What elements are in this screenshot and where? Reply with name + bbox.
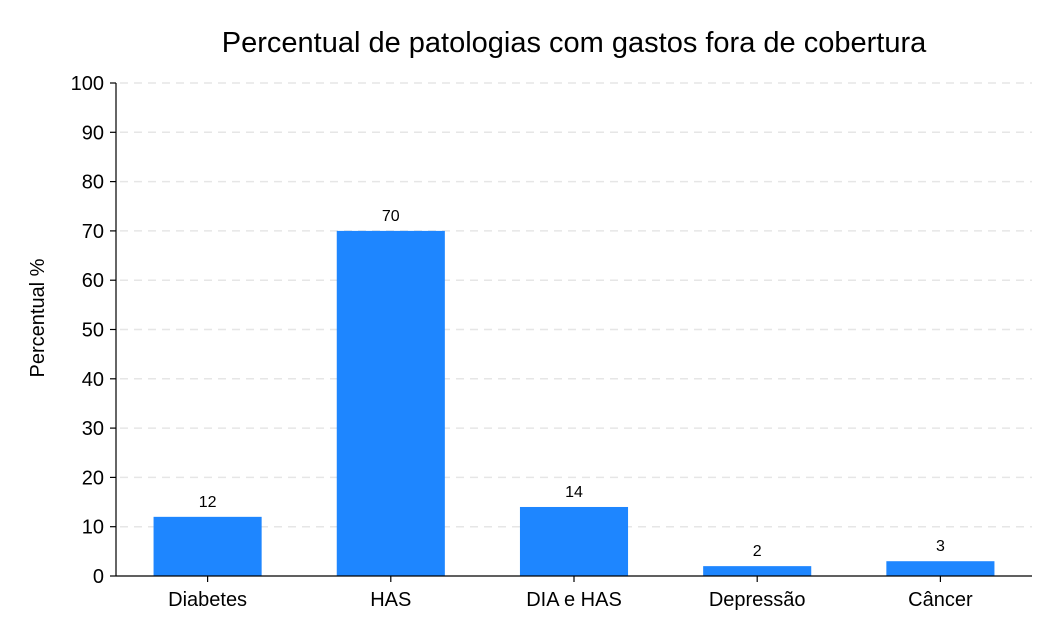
bar: [519, 506, 629, 576]
y-axis-label: Percentual %: [27, 258, 49, 377]
x-tick-label: DIA e HAS: [526, 589, 622, 611]
data-label: 70: [382, 208, 400, 225]
y-tick-label: 60: [82, 270, 104, 292]
y-tick-label: 20: [82, 467, 104, 489]
bar: [336, 230, 445, 576]
y-tick-label: 90: [82, 122, 104, 144]
bar: [886, 561, 995, 576]
bar: [153, 516, 262, 576]
y-tick-label: 10: [82, 517, 104, 539]
x-tick-label: Depressão: [709, 589, 806, 611]
data-label: 2: [753, 543, 762, 560]
data-label: 14: [565, 484, 583, 501]
x-tick-label: Diabetes: [168, 589, 247, 611]
data-label: 12: [199, 494, 217, 511]
y-tick-label: 80: [82, 172, 104, 194]
y-tick-label: 0: [93, 566, 104, 588]
bars: 12 70 14 2 3: [153, 208, 995, 576]
x-tick-label: HAS: [370, 589, 411, 611]
y-tick-label: 50: [82, 320, 104, 342]
gridlines: [120, 82, 1032, 528]
y-tick-label: 70: [82, 221, 104, 243]
y-tick-label: 30: [82, 418, 104, 440]
bar: [703, 566, 812, 576]
chart-title: Percentual de patologias com gastos fora…: [222, 27, 927, 59]
data-label: 3: [936, 538, 945, 555]
y-tick-label: 100: [71, 73, 104, 95]
x-axis-ticks: Diabetes HAS DIA e HAS Depressão Câncer: [168, 576, 973, 611]
x-tick-label: Câncer: [908, 589, 973, 611]
y-tick-label: 40: [82, 369, 104, 391]
y-axis-ticks: 0 10 20 30 40 50 60 70 80 90 100: [71, 73, 116, 588]
